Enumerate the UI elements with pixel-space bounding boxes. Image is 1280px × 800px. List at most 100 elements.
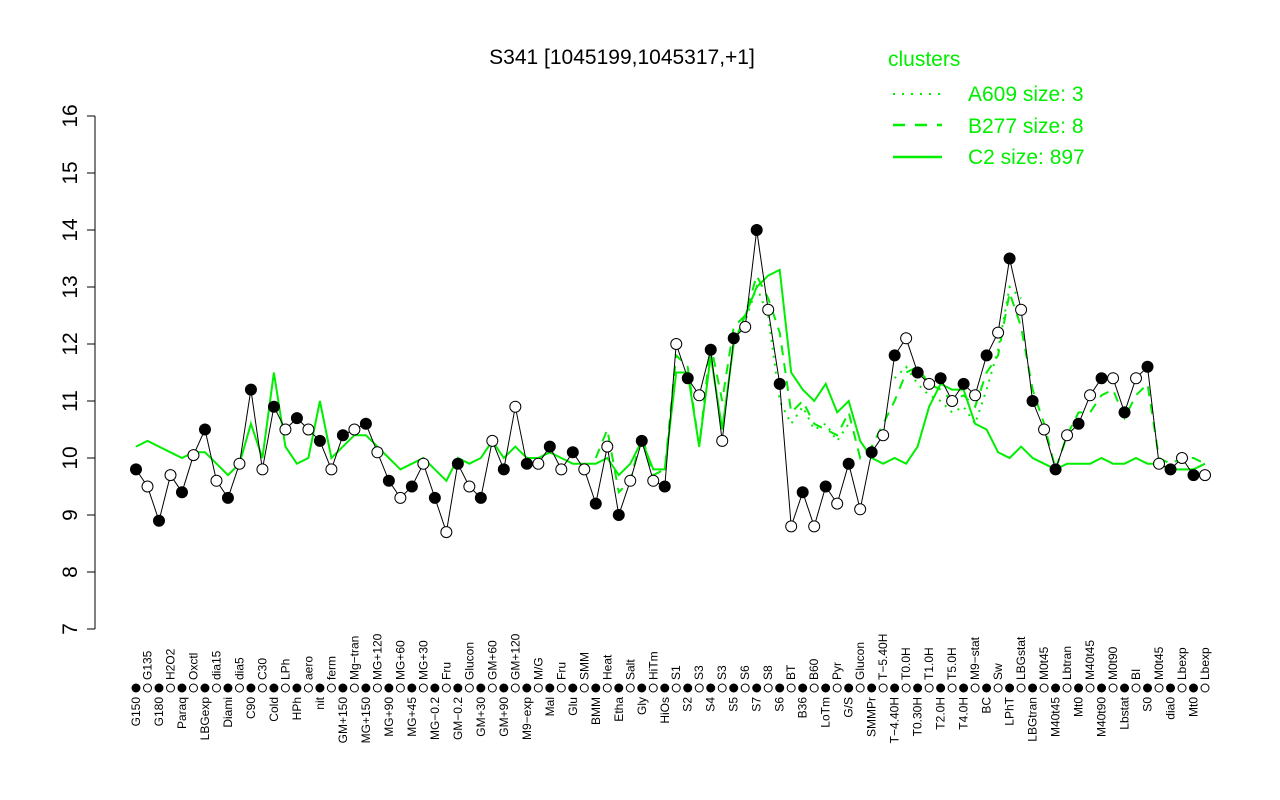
data-point — [911, 366, 924, 379]
x-tick-label: nit — [313, 696, 327, 709]
rug-mark — [418, 683, 428, 693]
x-tick-label: BC — [980, 697, 994, 714]
data-point — [290, 412, 303, 425]
rug-mark — [671, 683, 681, 693]
x-tick-label: dia0 — [1164, 697, 1178, 720]
x-tick-label: M40t90 — [1095, 697, 1109, 737]
x-tick-label: M40t45 — [1049, 697, 1063, 737]
rug-mark — [556, 683, 566, 693]
x-tick-label: BI — [1129, 669, 1143, 680]
x-tick-label: Glucon — [462, 642, 476, 680]
rug-mark — [683, 683, 693, 693]
x-tick-label: aero — [301, 656, 315, 680]
rug-mark — [269, 683, 279, 693]
x-tick-label: S6 — [773, 697, 787, 712]
x-tick-label: Fru — [554, 662, 568, 680]
x-tick-label: MG+60 — [393, 640, 407, 680]
data-point — [130, 463, 142, 476]
rug-mark — [1062, 683, 1072, 693]
rug-mark — [717, 683, 727, 693]
data-point — [658, 480, 671, 493]
rug-mark — [1051, 683, 1061, 693]
x-tick-label: GM+60 — [485, 640, 499, 680]
data-point — [716, 434, 729, 447]
rug-mark — [1016, 683, 1026, 693]
data-point — [808, 520, 821, 533]
rug-mark — [625, 683, 635, 693]
x-tick-label: B60 — [807, 658, 821, 680]
y-tick-label: 13 — [59, 275, 82, 298]
x-tick-label: MG+150 — [359, 697, 373, 744]
x-tick-label: GM−0.2 — [451, 697, 465, 740]
data-point — [1084, 389, 1097, 402]
rug-mark — [706, 683, 716, 693]
x-tick-label: dia5 — [232, 657, 246, 680]
rug-mark — [855, 683, 865, 693]
data-point — [1049, 463, 1062, 476]
data-point — [463, 480, 476, 493]
data-point — [267, 400, 280, 413]
x-tick-label: Mg−tran — [347, 636, 361, 680]
data-point — [417, 457, 430, 470]
data-point — [842, 457, 855, 470]
rug-mark — [1085, 683, 1095, 693]
x-tick-label: C90 — [244, 697, 258, 719]
x-tick-label: G/S — [842, 697, 856, 718]
data-point — [451, 457, 464, 470]
data-point — [198, 423, 211, 436]
x-tick-label: GM+150 — [336, 697, 350, 744]
data-point — [371, 446, 384, 459]
data-point — [210, 474, 223, 487]
x-tick-label: G135 — [140, 650, 154, 680]
x-tick-label: T0.30H — [911, 697, 925, 736]
x-tick-label: MG+90 — [382, 697, 396, 737]
x-tick-label: LPh — [278, 659, 292, 680]
x-tick-label: S1 — [669, 665, 683, 680]
rug-mark — [464, 683, 474, 693]
data-point — [152, 514, 165, 527]
rug-mark — [200, 683, 210, 693]
y-tick-label: 7 — [59, 623, 82, 635]
data-point — [946, 395, 959, 407]
data-point — [900, 332, 913, 345]
rug-mark — [993, 683, 1003, 693]
rug-mark — [890, 683, 900, 693]
y-tick-label: 15 — [59, 161, 82, 184]
x-tick-label: M/G — [531, 657, 545, 680]
x-tick-label: LoTm — [819, 697, 833, 728]
x-tick-label: H2O2 — [163, 648, 177, 680]
rug-mark — [1189, 683, 1199, 693]
data-point — [601, 440, 614, 453]
rug-mark — [361, 683, 371, 693]
rug-mark — [476, 683, 486, 693]
x-tick-label: BMM — [589, 697, 603, 725]
x-tick-label: S3 — [715, 665, 729, 680]
rug-mark — [499, 683, 509, 693]
x-tick-label: T1.0H — [922, 647, 936, 680]
x-tick-label: G180 — [152, 697, 166, 727]
x-tick-label: S3 — [692, 665, 706, 680]
y-tick-label: 8 — [59, 566, 82, 578]
rug-mark — [648, 683, 658, 693]
data-point — [555, 463, 568, 476]
rug-mark — [1154, 683, 1164, 693]
data-point — [543, 440, 556, 453]
x-tick-label: LBGexp — [198, 697, 212, 741]
data-points — [130, 224, 1211, 539]
rug-mark — [1039, 683, 1049, 693]
data-point — [739, 320, 752, 333]
data-point — [865, 446, 878, 459]
data-point — [647, 474, 660, 487]
y-tick-label: 9 — [59, 509, 82, 521]
data-point — [796, 486, 809, 499]
cluster-line-a609 — [732, 284, 1022, 443]
rug-mark — [1120, 683, 1130, 693]
data-point — [693, 389, 706, 402]
data-point — [336, 429, 349, 442]
x-tick-label: B36 — [796, 697, 810, 719]
rug-mark — [223, 683, 233, 693]
x-tick-label: S7 — [750, 697, 764, 712]
rug-mark — [211, 683, 221, 693]
data-point — [785, 520, 798, 533]
rug-mark — [740, 683, 750, 693]
